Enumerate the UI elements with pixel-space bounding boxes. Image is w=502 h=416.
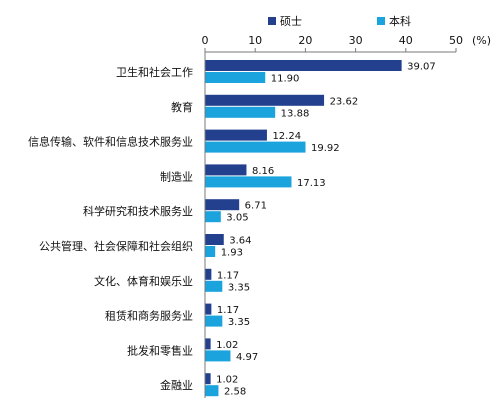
category-label: 金融业 xyxy=(160,378,193,392)
data-label: 23.62 xyxy=(330,96,359,107)
bar-series2 xyxy=(205,385,219,397)
bar-series1 xyxy=(205,164,247,176)
data-label: 1.02 xyxy=(216,375,238,386)
bar-series2 xyxy=(205,106,276,118)
bar-series2 xyxy=(205,72,266,83)
bar-series2 xyxy=(205,141,306,153)
category-label: 制造业 xyxy=(160,169,193,183)
data-label: 19.92 xyxy=(311,143,340,154)
legend-swatch-2 xyxy=(377,17,385,25)
bar-series1 xyxy=(205,234,224,245)
data-label: 3.35 xyxy=(228,317,250,328)
data-label: 3.05 xyxy=(226,213,248,224)
plot-area: 卫生和社会工作 39.07 11.90 教育 23.62 13.88 信息传输、软件和信息技… xyxy=(28,60,436,398)
bar-series2 xyxy=(205,246,216,257)
data-label: 17.13 xyxy=(297,178,326,189)
unit-label: (%) xyxy=(472,34,491,47)
data-label: 1.17 xyxy=(217,305,239,316)
bar-series1 xyxy=(205,129,267,141)
x-axis: 0 10 20 30 40 50 (%) xyxy=(202,34,491,398)
data-label: 4.97 xyxy=(236,352,258,363)
bar-series2 xyxy=(205,211,221,223)
data-label: 3.35 xyxy=(228,282,250,293)
category-label: 教育 xyxy=(171,100,193,114)
x-tick-label: 50 xyxy=(449,34,463,47)
data-label: 1.02 xyxy=(216,340,238,351)
legend-swatch-1 xyxy=(268,17,276,25)
category-label: 信息传输、软件和信息技术服务业 xyxy=(28,135,193,149)
bar-series1 xyxy=(205,268,212,280)
data-label: 13.88 xyxy=(281,108,310,119)
data-label: 12.24 xyxy=(272,131,301,142)
x-tick-label: 20 xyxy=(298,34,312,47)
bar-series1 xyxy=(205,60,402,71)
bar-series2 xyxy=(205,350,231,362)
data-label: 8.16 xyxy=(252,166,274,177)
bar-series1 xyxy=(205,303,212,315)
category-label: 科学研究和技术服务业 xyxy=(83,204,193,218)
legend: 硕士 本科 xyxy=(268,14,411,28)
x-tick-label: 30 xyxy=(349,34,363,47)
bar-series1 xyxy=(205,94,325,106)
bar-series1 xyxy=(205,199,240,211)
data-label: 39.07 xyxy=(407,62,436,73)
bar-series2 xyxy=(205,280,223,292)
bar-series2 xyxy=(205,176,292,188)
category-label: 批发和零售业 xyxy=(127,343,193,357)
category-label: 租赁和商务服务业 xyxy=(105,309,193,323)
x-tick-label: 0 xyxy=(202,34,209,47)
bar-series1 xyxy=(205,373,211,385)
data-label: 3.64 xyxy=(229,236,251,247)
data-label: 6.71 xyxy=(245,201,267,212)
x-tick-label: 40 xyxy=(399,34,413,47)
bar-series1 xyxy=(205,338,211,350)
category-label: 文化、体育和娱乐业 xyxy=(94,274,193,288)
bar-series2 xyxy=(205,315,223,327)
category-label: 卫生和社会工作 xyxy=(116,65,193,79)
data-label: 2.58 xyxy=(224,387,246,398)
legend-label-1: 硕士 xyxy=(280,15,302,28)
category-label: 公共管理、社会保障和社会组织 xyxy=(39,239,193,253)
data-label: 11.90 xyxy=(271,74,300,85)
data-label: 1.93 xyxy=(221,248,243,259)
x-tick-label: 10 xyxy=(248,34,262,47)
legend-label-2: 本科 xyxy=(389,14,411,28)
data-label: 1.17 xyxy=(217,270,239,281)
